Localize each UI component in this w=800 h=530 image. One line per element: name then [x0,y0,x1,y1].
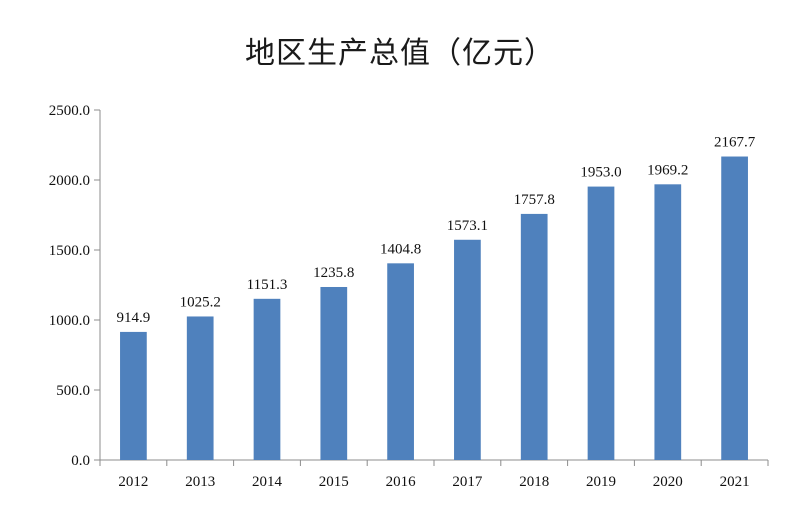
x-tick-label: 2015 [319,474,349,490]
data-label: 1969.2 [647,162,688,178]
y-tick-label: 1500.0 [49,243,90,259]
bar [253,298,281,460]
x-tick-label: 2013 [185,474,215,490]
chart-title: 地区生产总值（亿元） [245,36,555,71]
bar [320,286,348,460]
x-tick-label: 2021 [720,474,750,490]
y-tick-label: 2500.0 [49,103,90,119]
bar [520,213,548,460]
data-label: 1025.2 [180,294,221,310]
data-label: 1757.8 [514,192,555,208]
bar [120,331,147,460]
data-label: 1151.3 [247,277,288,293]
data-label: 1573.1 [447,218,488,234]
y-tick-label: 0.0 [71,453,90,469]
x-tick-label: 2019 [586,474,616,490]
x-tick-label: 2014 [252,474,283,490]
x-tick-label: 2012 [118,474,148,490]
bar [721,156,748,460]
x-tick-label: 2016 [386,474,417,490]
x-tick-label: 2020 [653,474,683,490]
x-tick-label: 2017 [452,474,483,490]
data-label: 1235.8 [313,265,354,281]
y-tick-label: 500.0 [56,383,90,399]
data-label: 1953.0 [580,165,621,181]
bar [387,263,414,460]
bar [186,316,214,460]
y-tick-label: 1000.0 [49,313,90,329]
y-tick-label: 2000.0 [49,173,90,189]
data-label: 2167.7 [714,135,756,151]
data-label: 1404.8 [380,241,421,257]
data-label: 914.9 [117,310,151,326]
bar [454,239,481,460]
x-tick-label: 2018 [519,474,549,490]
bar [587,186,615,460]
bar [654,184,682,460]
